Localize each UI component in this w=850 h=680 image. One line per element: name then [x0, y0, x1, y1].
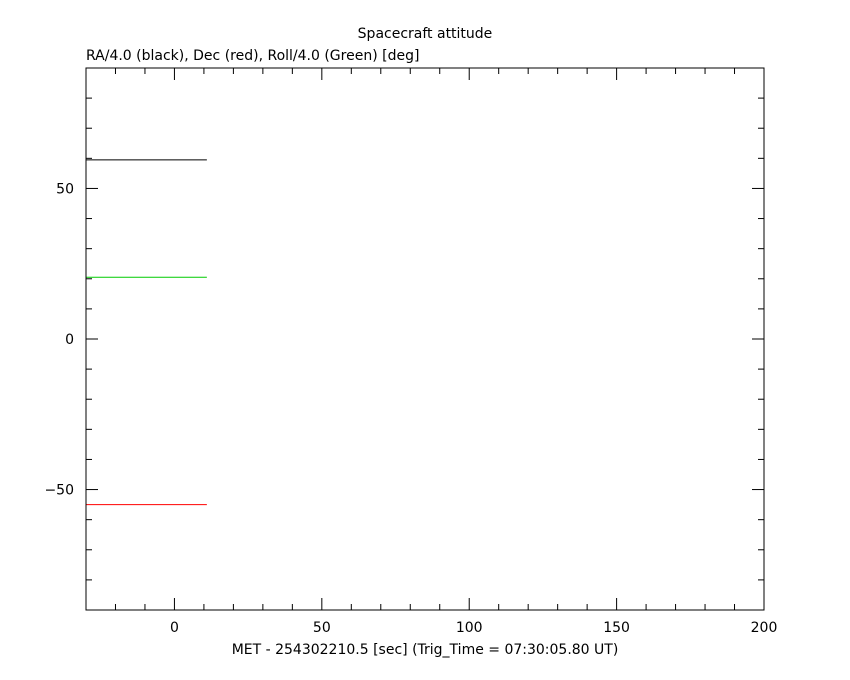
x-tick-label: 100 — [456, 620, 483, 636]
y-tick-label: 0 — [65, 332, 74, 348]
y-tick-label: 50 — [56, 181, 74, 197]
x-tick-label: 200 — [751, 620, 778, 636]
chart-subtitle: RA/4.0 (black), Dec (red), Roll/4.0 (Gre… — [86, 48, 419, 64]
chart-title: Spacecraft attitude — [358, 26, 493, 42]
x-tick-label: 0 — [170, 620, 179, 636]
tick-labels: 0 50 100 150 200 −50 0 50 — [44, 181, 777, 636]
x-tick-label: 50 — [313, 620, 331, 636]
x-tick-label: 150 — [603, 620, 630, 636]
y-tick-label: −50 — [44, 483, 74, 499]
x-axis-label: MET - 254302210.5 [sec] (Trig_Time = 07:… — [232, 642, 619, 658]
plot-frame — [85, 67, 765, 611]
series-lines — [86, 159, 207, 506]
axis-ticks — [85, 67, 765, 611]
